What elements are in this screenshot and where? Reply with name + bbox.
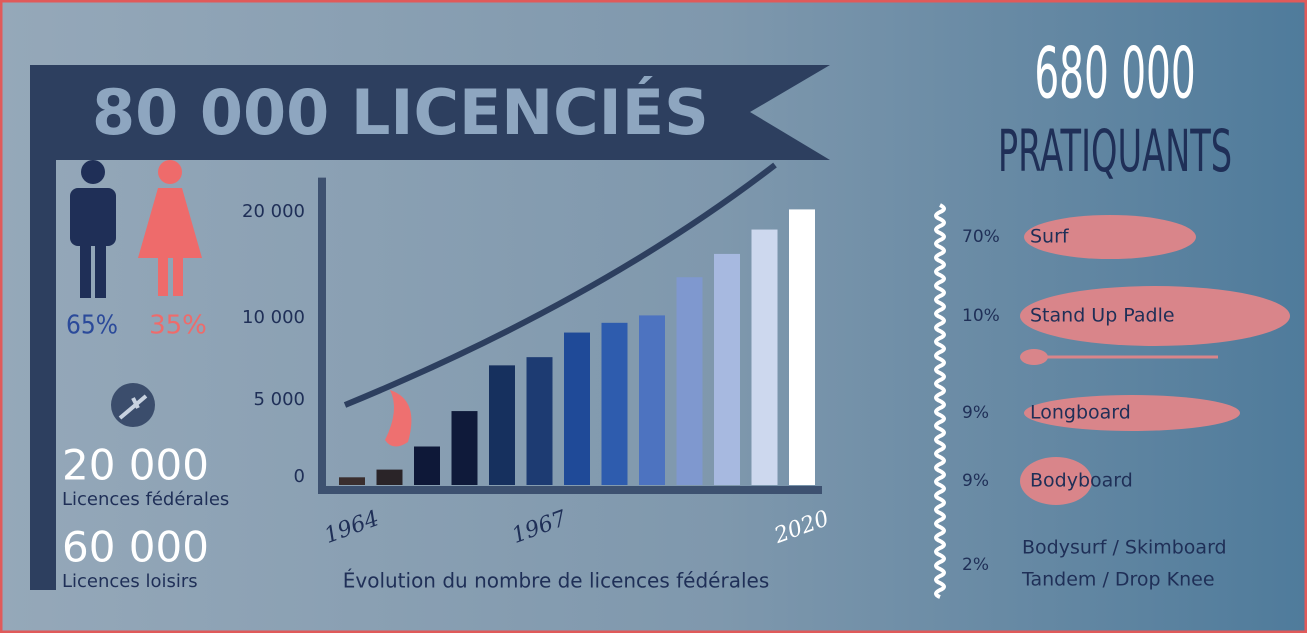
y-tick-label: 5 000 <box>253 389 305 410</box>
bar <box>752 230 778 485</box>
practice-label: Stand Up Padle <box>1030 305 1175 327</box>
practice-percent: 9% <box>962 471 989 491</box>
practice-label: Surf <box>1030 226 1070 248</box>
practice-label: Bodyboard <box>1030 470 1133 492</box>
infographic: 80 000 LICENCIÉS 65% 35% 20 000 Licences… <box>0 0 1307 633</box>
bar <box>602 323 628 485</box>
male-percent: 65% <box>66 311 118 341</box>
bar <box>714 254 740 485</box>
page: 80 000 LICENCIÉS 65% 35% 20 000 Licences… <box>0 0 1307 633</box>
y-tick-label: 0 <box>294 466 305 487</box>
y-tick-label: 20 000 <box>242 201 305 222</box>
bar <box>639 315 665 485</box>
practice-percent: 9% <box>962 403 989 423</box>
bar <box>489 365 515 485</box>
practice-label: Tandem / Drop Knee <box>1021 569 1215 591</box>
licence-label: Licences fédérales <box>62 489 229 510</box>
practice-label: Longboard <box>1030 402 1131 424</box>
practice-percent: 10% <box>962 306 1000 326</box>
licence-label: Licences loisirs <box>62 571 198 592</box>
bar <box>564 333 590 485</box>
bar <box>452 411 478 485</box>
bar <box>339 477 365 485</box>
banner-title: 80 000 LICENCIÉS <box>92 76 709 149</box>
practice-label: Bodysurf / Skimboard <box>1022 537 1227 559</box>
bar <box>414 447 440 486</box>
practice-percent: 2% <box>962 555 989 575</box>
practice-percent: 70% <box>962 227 1000 247</box>
licence-number: 20 000 <box>62 441 209 490</box>
practitioners-label: PRATIQUANTS <box>998 118 1232 185</box>
female-percent: 35% <box>149 311 207 341</box>
licence-number: 60 000 <box>62 523 209 572</box>
bar <box>789 209 815 485</box>
paddle-blade <box>1020 349 1048 365</box>
bar <box>377 470 403 485</box>
y-tick-label: 10 000 <box>242 307 305 328</box>
left-bar <box>30 160 56 590</box>
x-axis-title: Évolution du nombre de licences fédérale… <box>343 569 770 593</box>
bar <box>527 357 553 485</box>
practitioners-count: 680 000 <box>1034 32 1195 114</box>
bar <box>677 277 703 485</box>
